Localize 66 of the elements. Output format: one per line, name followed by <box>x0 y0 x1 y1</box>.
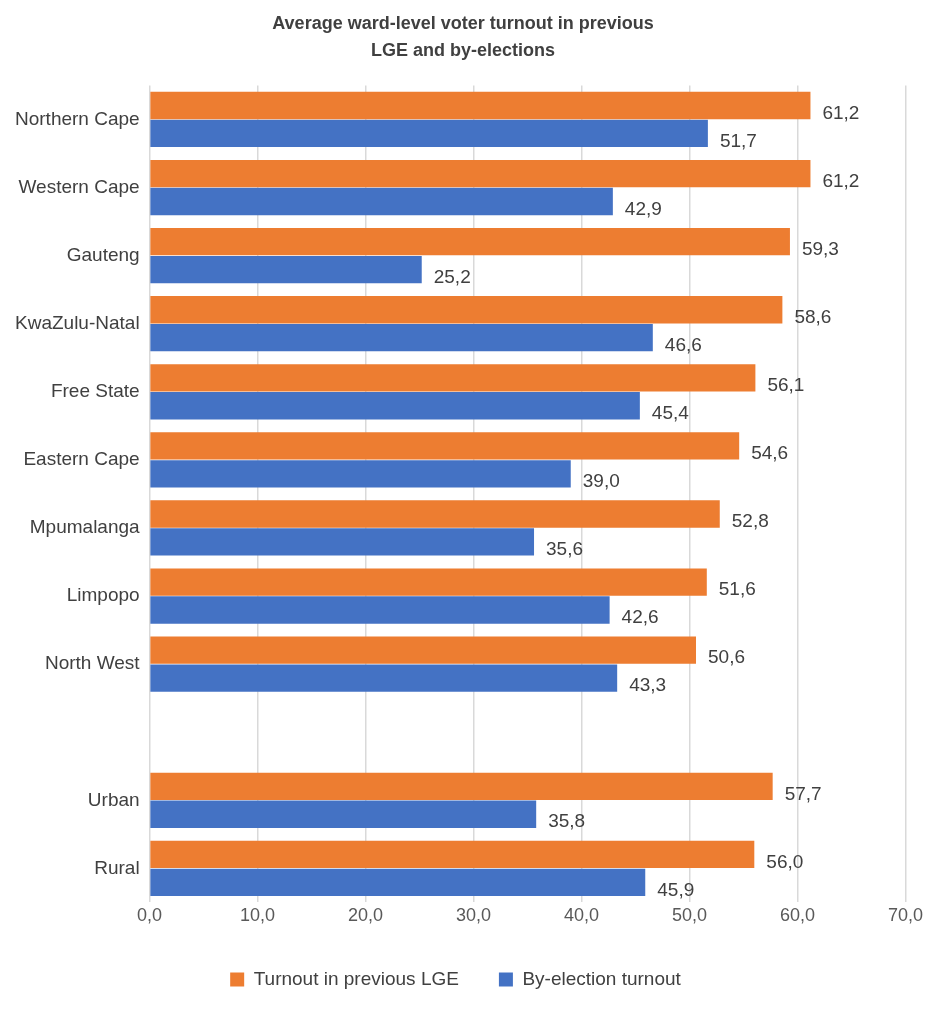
x-tick-label: 50,0 <box>672 905 708 926</box>
data-label: 46,6 <box>664 333 702 355</box>
bar <box>150 364 756 392</box>
x-tick-label: 40,0 <box>564 905 600 926</box>
bar <box>150 528 535 556</box>
data-label: 57,7 <box>784 782 822 804</box>
data-label: 39,0 <box>582 470 620 492</box>
y-tick-label: North West <box>44 652 141 674</box>
y-tick-label: Western Cape <box>18 175 140 197</box>
data-label: 43,3 <box>629 674 667 696</box>
bar <box>150 392 640 420</box>
legend-label: Turnout in previous LGE <box>253 967 459 989</box>
data-label: 58,6 <box>794 305 832 327</box>
data-label: 51,7 <box>719 129 757 151</box>
y-tick-label: Northern Cape <box>15 107 140 129</box>
bar <box>150 636 696 664</box>
bar <box>150 868 646 896</box>
data-label: 52,8 <box>731 510 769 532</box>
bar <box>150 227 790 256</box>
data-label: 56,0 <box>766 850 804 872</box>
bar <box>150 187 613 216</box>
data-label: 59,3 <box>801 237 839 259</box>
x-tick-label: 60,0 <box>779 905 816 926</box>
y-tick-label: Free State <box>50 380 140 402</box>
x-tick-label: 0,0 <box>137 905 163 926</box>
x-tick-label: 30,0 <box>456 905 492 926</box>
bar <box>150 500 720 528</box>
y-tick-label: Mpumalanga <box>29 516 141 538</box>
bar <box>150 568 707 596</box>
data-label: 50,6 <box>708 646 745 668</box>
legend-label: By-election turnout <box>522 967 682 989</box>
y-tick-label: Eastern Cape <box>23 448 140 470</box>
bar <box>150 119 708 148</box>
data-label: 35,6 <box>546 538 584 560</box>
data-label: 35,8 <box>548 810 586 832</box>
bar <box>150 323 653 352</box>
x-tick-label: 70,0 <box>887 905 924 926</box>
data-label: 42,6 <box>621 606 659 628</box>
bar <box>150 159 811 188</box>
bar <box>150 460 571 488</box>
bar <box>150 255 422 284</box>
y-tick-label: Gauteng <box>66 243 140 265</box>
bar <box>150 800 537 828</box>
bar <box>150 772 773 800</box>
y-tick-label: Urban <box>87 788 140 810</box>
bar <box>150 432 740 460</box>
data-label: 45,4 <box>651 401 690 423</box>
y-tick-label: Rural <box>94 856 140 878</box>
data-label: 51,6 <box>718 578 756 600</box>
chart-title: Average ward-level voter turnout in previous LGE and by-elections <box>271 12 655 62</box>
data-label: 25,2 <box>433 265 471 287</box>
x-tick-label: 10,0 <box>240 905 276 926</box>
bar <box>150 91 811 120</box>
data-label: 54,6 <box>751 442 789 464</box>
y-tick-label: KwaZulu-Natal <box>15 311 140 333</box>
bar <box>150 296 783 324</box>
x-tick-label: 20,0 <box>348 905 384 926</box>
bar <box>150 596 610 624</box>
data-label: 61,2 <box>822 101 860 123</box>
data-label: 42,9 <box>624 197 662 219</box>
bar <box>150 840 755 869</box>
bar <box>150 664 618 692</box>
data-label: 45,9 <box>657 878 695 900</box>
data-label: 61,2 <box>822 169 860 191</box>
y-tick-label: Limpopo <box>66 584 140 606</box>
data-label: 56,1 <box>767 374 805 396</box>
